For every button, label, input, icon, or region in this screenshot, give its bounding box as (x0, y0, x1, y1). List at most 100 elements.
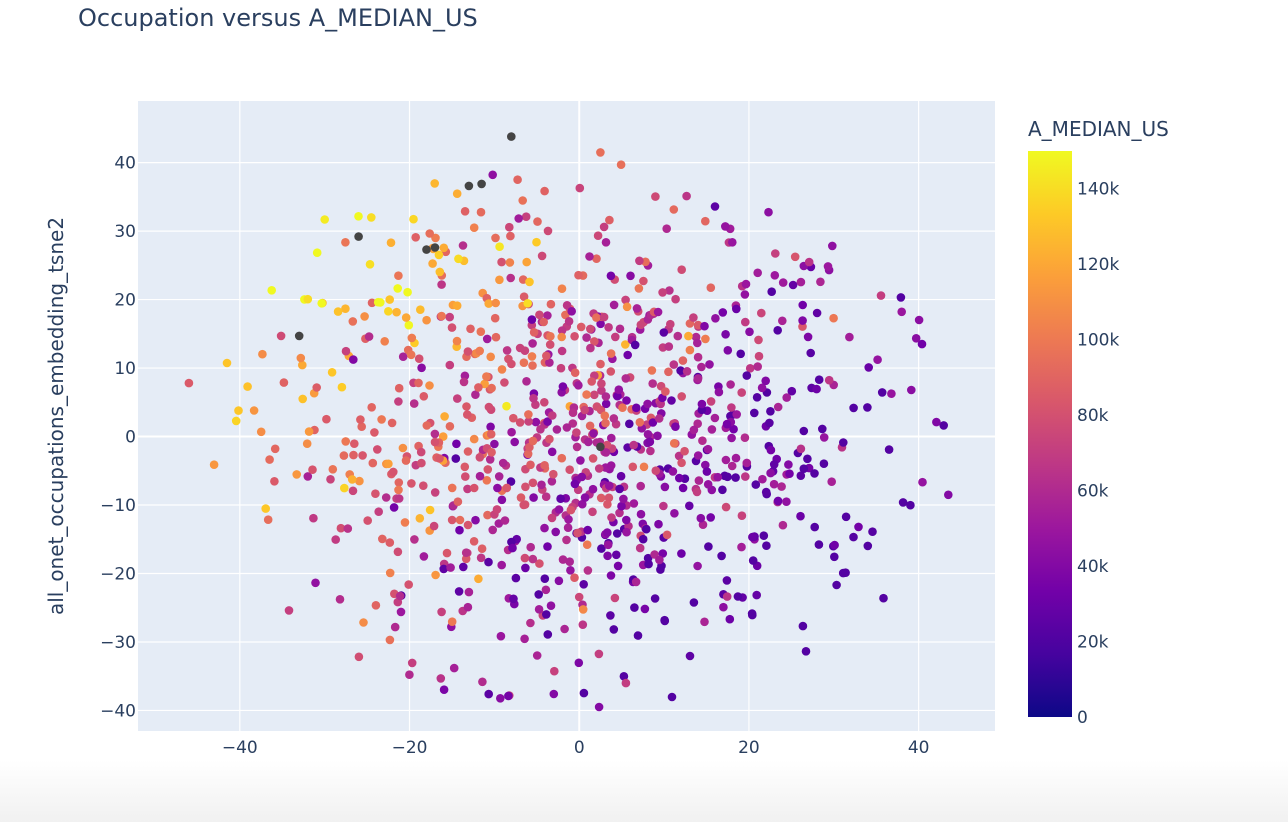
data-point (550, 666, 559, 676)
data-point (592, 313, 601, 322)
data-point (879, 593, 888, 603)
data-point (447, 483, 457, 493)
data-point (606, 349, 616, 358)
data-point (706, 283, 716, 293)
data-point (440, 412, 449, 421)
data-point (579, 688, 589, 698)
data-point (669, 205, 679, 214)
data-point (812, 308, 822, 318)
data-point (645, 437, 655, 447)
data-point (478, 677, 487, 687)
data-point (643, 399, 652, 409)
y-tick-label: −20 (100, 565, 136, 585)
data-point (589, 429, 598, 438)
data-point (326, 475, 335, 484)
data-point (298, 394, 308, 404)
data-point (693, 561, 702, 571)
data-point (545, 340, 555, 349)
data-point (766, 468, 775, 478)
data-point (839, 438, 848, 447)
data-point (308, 465, 317, 475)
data-point (540, 523, 549, 533)
data-point (630, 340, 640, 350)
data-point (549, 689, 559, 699)
data-point (829, 313, 838, 323)
data-point (777, 482, 786, 491)
data-point (582, 333, 591, 342)
data-point (556, 494, 565, 504)
data-point (463, 410, 472, 419)
data-point (563, 523, 573, 532)
data-point (414, 354, 424, 364)
data-point (718, 485, 727, 495)
data-point (629, 499, 639, 508)
data-point (454, 587, 464, 596)
data-point (616, 471, 626, 481)
data-point (437, 311, 446, 321)
data-point (766, 407, 775, 416)
x-tick-label: −40 (222, 738, 258, 758)
data-point (701, 334, 710, 344)
data-point (726, 380, 735, 389)
x-tick-label: 40 (908, 738, 930, 758)
data-point (944, 490, 953, 500)
data-point (496, 694, 505, 703)
data-point (659, 501, 668, 511)
data-point (471, 515, 480, 525)
data-point (483, 510, 492, 520)
data-point (636, 481, 645, 491)
data-point (585, 421, 595, 431)
data-point (727, 433, 736, 443)
data-point (560, 624, 569, 634)
data-point (519, 500, 528, 510)
data-point (723, 472, 732, 482)
colorbar-tick-label: 20k (1077, 633, 1109, 653)
data-point (664, 342, 674, 351)
data-point (425, 229, 435, 238)
data-point (629, 440, 638, 450)
data-point (648, 379, 657, 388)
data-point (782, 393, 791, 402)
data-point (331, 535, 341, 544)
data-point (810, 522, 819, 532)
data-point (506, 477, 516, 486)
data-point (561, 310, 570, 320)
data-point (804, 257, 814, 267)
data-point (605, 481, 614, 491)
data-point (446, 563, 455, 572)
data-point (449, 663, 459, 673)
data-point (453, 394, 462, 403)
data-point (347, 475, 357, 484)
data-point (819, 433, 829, 442)
data-point (532, 651, 542, 660)
data-point (543, 417, 552, 426)
data-point (317, 299, 327, 308)
data-point (685, 345, 695, 355)
data-point (500, 378, 509, 387)
data-point (642, 524, 651, 534)
data-point (265, 455, 274, 464)
data-point (439, 243, 449, 253)
data-point (660, 482, 670, 492)
data-point (430, 243, 440, 252)
data-point (590, 390, 599, 400)
data-point (582, 540, 592, 549)
data-point (562, 301, 572, 310)
data-point (411, 233, 421, 242)
data-point (785, 469, 794, 479)
data-point (526, 542, 535, 552)
data-point (898, 498, 908, 507)
data-point (514, 214, 523, 223)
data-point (678, 483, 688, 493)
data-point (528, 339, 537, 348)
data-point (385, 295, 395, 304)
data-point (572, 442, 582, 452)
data-point (474, 383, 483, 392)
data-point (422, 421, 432, 430)
data-point (615, 508, 624, 518)
data-point (596, 493, 606, 503)
data-point (584, 437, 593, 447)
data-point (729, 424, 738, 434)
data-point (662, 530, 672, 540)
data-point (546, 299, 556, 309)
